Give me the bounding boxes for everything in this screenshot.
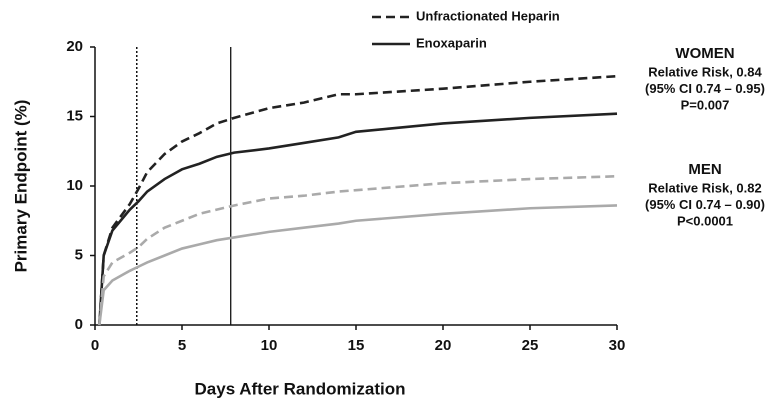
y-tick-label: 20 bbox=[66, 38, 83, 55]
x-tick-label: 10 bbox=[261, 337, 278, 354]
annotation-line: Relative Risk, 0.82 bbox=[648, 180, 761, 195]
y-tick-label: 0 bbox=[75, 316, 83, 333]
y-axis-label: Primary Endpoint (%) bbox=[11, 100, 30, 273]
annotation-group: WOMEN bbox=[675, 45, 734, 62]
annotation-line: (95% CI 0.74 – 0.90) bbox=[645, 197, 765, 212]
annotation-line: P<0.0001 bbox=[677, 213, 733, 228]
legend-label: Unfractionated Heparin bbox=[416, 8, 560, 23]
annotation-line: (95% CI 0.74 – 0.95) bbox=[645, 81, 765, 96]
x-tick-label: 15 bbox=[348, 337, 365, 354]
y-tick-label: 15 bbox=[66, 107, 83, 124]
annotation-group: MEN bbox=[688, 161, 721, 178]
x-tick-label: 0 bbox=[91, 337, 99, 354]
y-tick-label: 10 bbox=[66, 177, 83, 194]
x-axis-label: Days After Randomization bbox=[195, 379, 406, 398]
annotation-line: Relative Risk, 0.84 bbox=[648, 64, 762, 79]
series-line bbox=[98, 112, 618, 326]
y-tick-label: 5 bbox=[75, 246, 83, 263]
x-tick-label: 25 bbox=[522, 337, 539, 354]
annotation-line: P=0.007 bbox=[681, 97, 730, 112]
x-tick-label: 5 bbox=[178, 337, 186, 354]
x-tick-label: 20 bbox=[435, 337, 452, 354]
series-line bbox=[98, 74, 618, 326]
series-line bbox=[98, 174, 618, 326]
series-line bbox=[98, 204, 618, 326]
x-tick-label: 30 bbox=[609, 337, 626, 354]
legend-label: Enoxaparin bbox=[416, 35, 487, 50]
